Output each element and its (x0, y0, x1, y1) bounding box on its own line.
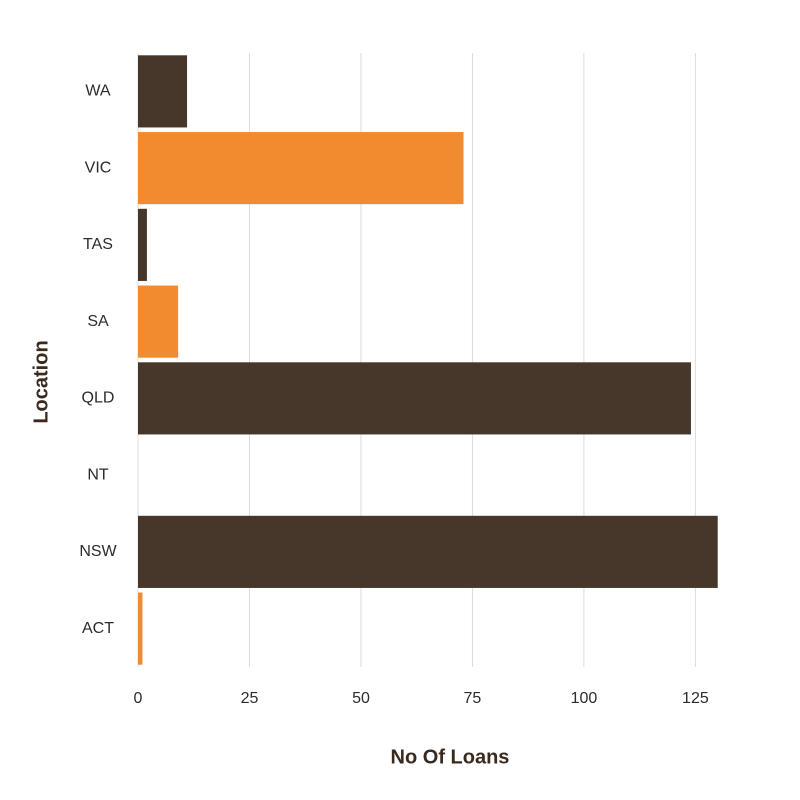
y-tick-label: VIC (85, 159, 112, 176)
y-tick-label: TAS (83, 236, 113, 253)
x-tick-label: 0 (134, 690, 143, 707)
bar (138, 285, 179, 358)
bar (138, 132, 464, 205)
bar (138, 515, 718, 588)
x-axis-title: No Of Loans (391, 746, 510, 768)
bar (138, 592, 143, 665)
y-tick-label: WA (85, 83, 111, 100)
x-tick-label: 50 (352, 690, 370, 707)
x-tick-label: 100 (571, 690, 598, 707)
x-tick-label: 25 (241, 690, 259, 707)
y-tick-label: NT (87, 466, 109, 483)
y-tick-label: NSW (79, 543, 117, 560)
bar (138, 362, 691, 435)
y-axis-title: Location (30, 340, 52, 423)
y-tick-label: ACT (82, 620, 114, 637)
y-tick-label: QLD (82, 390, 115, 407)
y-tick-label: SA (87, 313, 109, 330)
bar (138, 55, 188, 128)
x-tick-label: 125 (682, 690, 709, 707)
bar (138, 208, 147, 281)
x-tick-label: 75 (464, 690, 482, 707)
